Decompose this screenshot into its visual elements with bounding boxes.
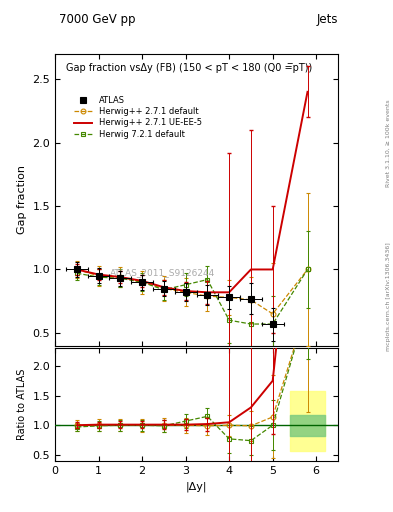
Text: Rivet 3.1.10, ≥ 100k events: Rivet 3.1.10, ≥ 100k events <box>386 99 391 187</box>
Y-axis label: Gap fraction: Gap fraction <box>17 165 27 234</box>
Text: mcplots.cern.ch [arXiv:1306.3436]: mcplots.cern.ch [arXiv:1306.3436] <box>386 243 391 351</box>
Text: ATLAS_2011_S9126244: ATLAS_2011_S9126244 <box>110 268 215 277</box>
Text: 7000 GeV pp: 7000 GeV pp <box>59 13 136 26</box>
Text: Gap fraction vsΔy (FB) (150 < pT < 180 (Q0 =̅pT)): Gap fraction vsΔy (FB) (150 < pT < 180 (… <box>66 62 312 73</box>
Legend: ATLAS, Herwig++ 2.7.1 default, Herwig++ 2.7.1 UE-EE-5, Herwig 7.2.1 default: ATLAS, Herwig++ 2.7.1 default, Herwig++ … <box>70 93 205 142</box>
X-axis label: |Δy|: |Δy| <box>186 481 207 492</box>
Y-axis label: Ratio to ATLAS: Ratio to ATLAS <box>17 369 27 440</box>
Text: Jets: Jets <box>316 13 338 26</box>
